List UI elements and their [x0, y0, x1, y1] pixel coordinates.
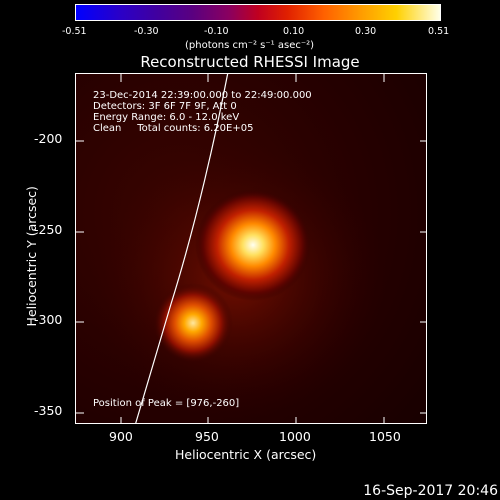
y-axis-label: Heliocentric Y (arcsec) [23, 186, 39, 327]
colorbar-tick: 0.30 [355, 26, 377, 37]
colorbar-tick: -0.30 [134, 26, 159, 37]
datestamp: 16-Sep-2017 20:46 [363, 483, 498, 499]
colorbar-tick: 0.51 [428, 26, 450, 37]
info-energy: Energy Range: 6.0 - 12.0 keV [93, 112, 240, 123]
axis-ticks [76, 74, 426, 423]
x-tick: 950 [195, 429, 219, 444]
colorbar [75, 4, 441, 21]
colorbar-units: (photons cm⁻² s⁻¹ asec⁻²) [185, 40, 315, 51]
x-tick: 1050 [369, 429, 401, 444]
y-tick: -300 [34, 312, 63, 327]
y-tick: -200 [34, 131, 63, 146]
y-tick: -350 [34, 403, 63, 418]
secondary-source [153, 283, 233, 363]
colorbar-tick: 0.10 [283, 26, 305, 37]
x-tick: 1000 [279, 429, 311, 444]
info-clean: Clean Total counts: 6.20E+05 [93, 123, 254, 134]
image-plot: 23-Dec-2014 22:39:00.000 to 22:49:00.000… [75, 73, 427, 424]
info-time: 23-Dec-2014 22:39:00.000 to 22:49:00.000 [93, 90, 312, 101]
y-tick: -250 [34, 222, 63, 237]
peak-position: Position of Peak = [976,-260] [93, 398, 240, 409]
x-axis-label: Heliocentric X (arcsec) [175, 447, 317, 462]
x-tick: 900 [109, 429, 133, 444]
info-detectors: Detectors: 3F 6F 7F 9F, Att 0 [93, 101, 237, 112]
image-canvas [76, 74, 426, 423]
plot-title: Reconstructed RHESSI Image [140, 53, 360, 71]
main-source [195, 189, 311, 301]
colorbar-tick: -0.10 [204, 26, 229, 37]
colorbar-tick: -0.51 [62, 26, 87, 37]
solar-limb-line [135, 74, 229, 423]
